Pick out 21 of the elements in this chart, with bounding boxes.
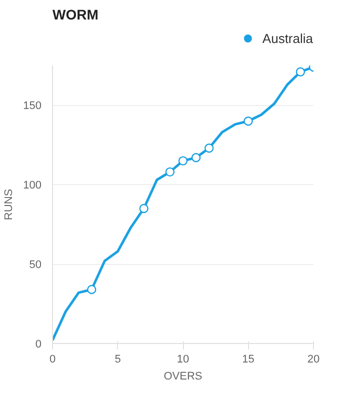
y-axis-title: RUNS [3, 188, 16, 220]
point [139, 204, 148, 214]
x-tick-label: 5 [114, 354, 121, 366]
point [191, 153, 201, 162]
point [165, 167, 175, 177]
y-tick-label: 0 [35, 338, 42, 350]
point [244, 116, 253, 126]
x-axis-title: OVERS [164, 370, 202, 382]
point [296, 67, 306, 76]
y-tick-label: 50 [29, 259, 42, 272]
point [178, 156, 188, 166]
x-tick-label: 15 [242, 354, 254, 366]
point [204, 144, 214, 153]
y-tick-label: 150 [23, 100, 42, 112]
y-tick-label: 100 [23, 180, 42, 192]
x-tick-label: 0 [49, 354, 56, 366]
legend-label: Australia [262, 30, 313, 46]
chart-title: WORM [52, 6, 98, 22]
point [87, 284, 96, 294]
x-tick-label: 20 [307, 354, 320, 366]
x-tick-label: 10 [176, 354, 190, 366]
